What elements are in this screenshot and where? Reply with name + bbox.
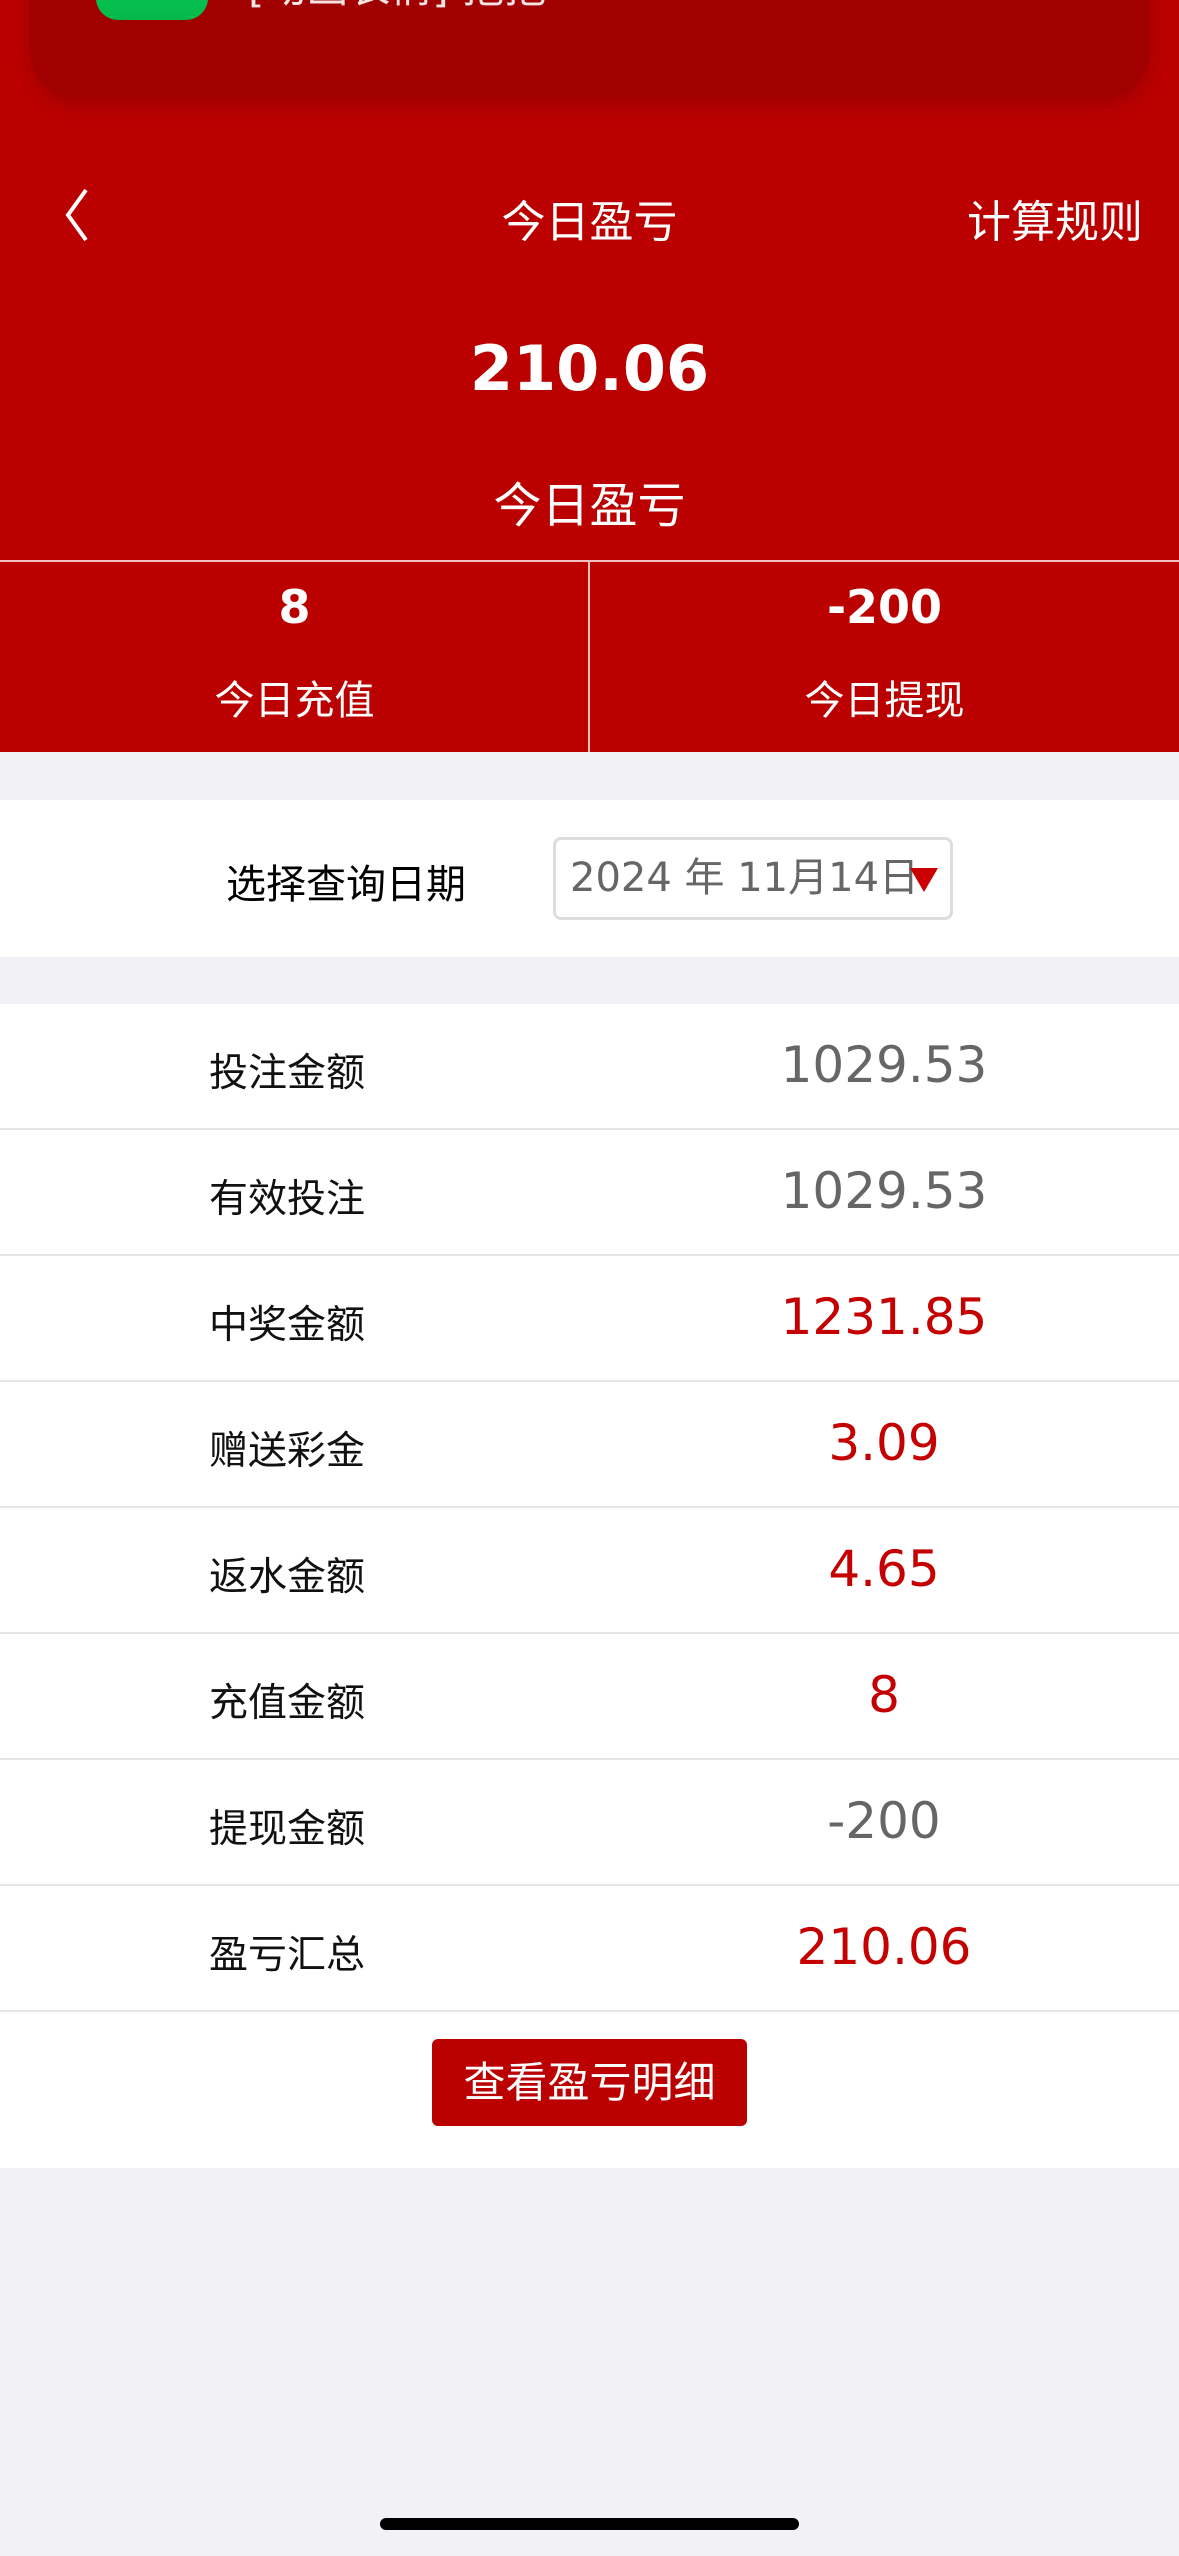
list-item: 有效投注 1029.53 bbox=[0, 1130, 1179, 1256]
list-item: 盈亏汇总 210.06 bbox=[0, 1886, 1179, 2012]
row-value: 3.09 bbox=[828, 1414, 940, 1472]
wechat-icon bbox=[96, 0, 208, 20]
summary-list: 投注金额 1029.53 有效投注 1029.53 中奖金额 1231.85 赠送彩金 3.0… bbox=[0, 1004, 1179, 2168]
list-item: 提现金额 -200 bbox=[0, 1760, 1179, 1886]
today-profit-value: 210.06 bbox=[469, 332, 710, 405]
home-indicator bbox=[380, 2518, 799, 2530]
date-select[interactable]: 2024 年 11月14日 bbox=[553, 837, 953, 920]
row-label: 赠送彩金 bbox=[209, 1429, 366, 1474]
date-filter-label: 选择查询日期 bbox=[226, 862, 466, 908]
row-value: 1029.53 bbox=[780, 1036, 988, 1094]
list-item: 投注金额 1029.53 bbox=[0, 1004, 1179, 1130]
list-item: 赠送彩金 3.09 bbox=[0, 1382, 1179, 1508]
stat-value: 8 bbox=[278, 580, 311, 634]
caret-down-icon bbox=[910, 868, 938, 892]
row-label: 中奖金额 bbox=[209, 1303, 366, 1348]
row-label: 返水金额 bbox=[209, 1555, 366, 1600]
today-profit-label: 今日盈亏 bbox=[493, 478, 686, 534]
page-title: 今日盈亏 bbox=[501, 197, 678, 248]
row-label: 提现金额 bbox=[209, 1807, 366, 1852]
stat-recharge: 8 今日充值 bbox=[0, 580, 589, 726]
list-item: 充值金额 8 bbox=[0, 1634, 1179, 1760]
view-detail-button[interactable]: 查看盈亏明细 bbox=[432, 2039, 747, 2126]
row-label: 投注金额 bbox=[209, 1051, 366, 1096]
notification-banner[interactable]: [动画表情] 抱抱 bbox=[30, 0, 1150, 100]
stat-label: 今日提现 bbox=[804, 678, 965, 724]
row-value: -200 bbox=[827, 1792, 941, 1850]
list-item: 中奖金额 1231.85 bbox=[0, 1256, 1179, 1382]
list-item: 返水金额 4.65 bbox=[0, 1508, 1179, 1634]
row-value: 210.06 bbox=[796, 1918, 972, 1976]
notification-text: [动画表情] 抱抱 bbox=[248, 0, 546, 16]
divider bbox=[588, 562, 590, 752]
calc-rules-link[interactable]: 计算规则 bbox=[967, 197, 1143, 248]
row-label: 充值金额 bbox=[209, 1681, 366, 1726]
header: [动画表情] 抱抱 今日盈亏 计算规则 210.06 今日盈亏 8 今日充值 -… bbox=[0, 0, 1179, 752]
date-filter: 选择查询日期 2024 年 11月14日 bbox=[0, 800, 1179, 957]
date-value: 2024 年 11月14日 bbox=[570, 855, 920, 901]
row-label: 盈亏汇总 bbox=[209, 1933, 366, 1978]
row-value: 4.65 bbox=[828, 1540, 940, 1598]
stat-label: 今日充值 bbox=[214, 678, 375, 724]
divider bbox=[0, 560, 1179, 562]
chevron-left-icon[interactable] bbox=[60, 188, 110, 242]
row-label: 有效投注 bbox=[209, 1177, 366, 1222]
stat-value: -200 bbox=[826, 580, 943, 634]
row-value: 8 bbox=[868, 1666, 900, 1724]
row-value: 1231.85 bbox=[780, 1288, 988, 1346]
row-value: 1029.53 bbox=[780, 1162, 988, 1220]
stat-withdraw: -200 今日提现 bbox=[590, 580, 1179, 726]
